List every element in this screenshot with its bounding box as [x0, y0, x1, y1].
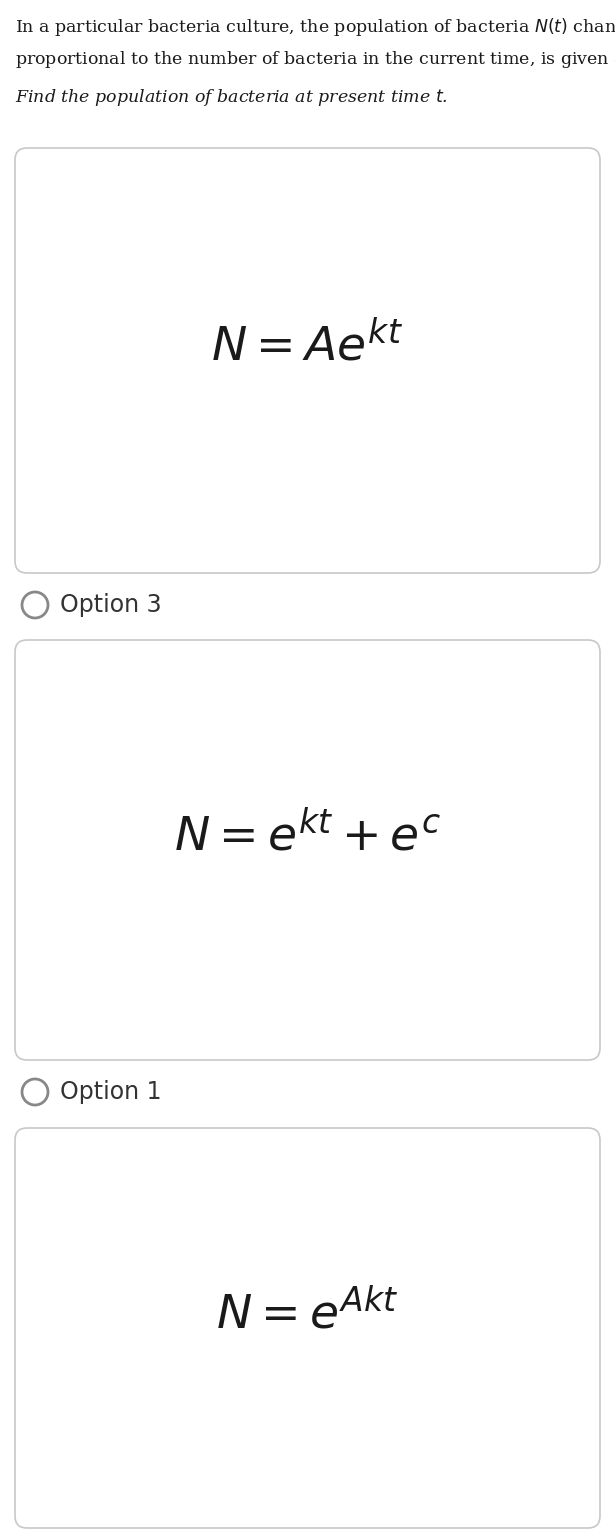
FancyBboxPatch shape — [15, 640, 600, 1060]
FancyBboxPatch shape — [15, 1127, 600, 1527]
Text: Find the population of bacteria at present time $t$.: Find the population of bacteria at prese… — [15, 88, 448, 108]
Text: proportional to the number of bacteria in the current time, is given as $\dfrac{: proportional to the number of bacteria i… — [15, 42, 615, 80]
Text: Option 1: Option 1 — [60, 1080, 162, 1104]
Text: In a particular bacteria culture, the population of bacteria $N(t)$ changes at t: In a particular bacteria culture, the po… — [15, 15, 615, 38]
Text: $N = e^{Akt}$: $N = e^{Akt}$ — [216, 1289, 399, 1338]
Text: Option 3: Option 3 — [60, 594, 162, 617]
FancyBboxPatch shape — [15, 148, 600, 574]
Text: $N = e^{kt} + e^c$: $N = e^{kt} + e^c$ — [174, 811, 441, 860]
Text: $N = Ae^{kt}$: $N = Ae^{kt}$ — [212, 321, 403, 371]
